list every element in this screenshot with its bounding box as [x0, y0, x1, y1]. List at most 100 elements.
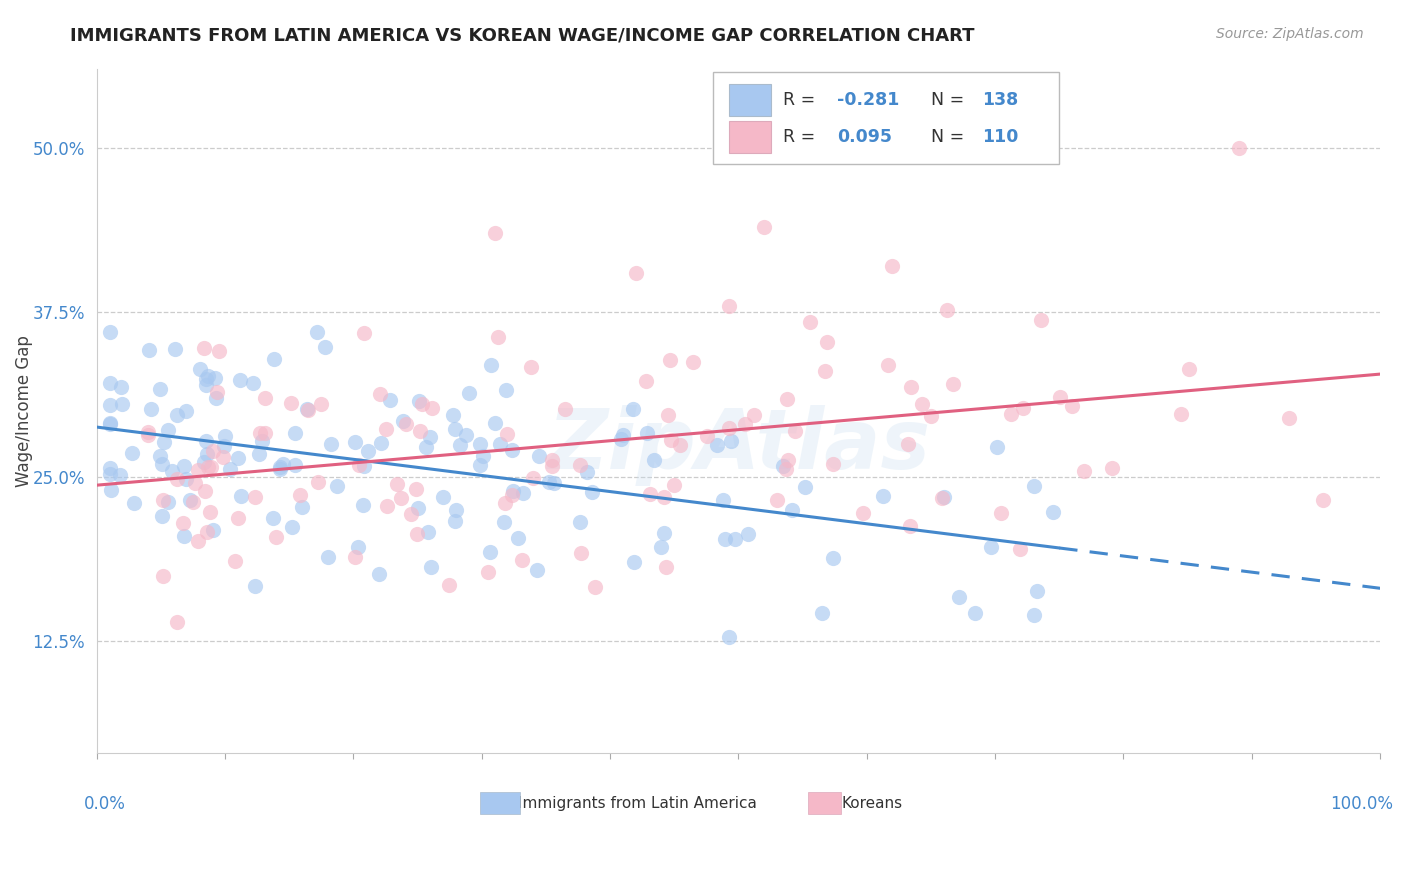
Point — [307, 325, 329, 339]
Point — [411, 397, 433, 411]
Point — [98, 376, 121, 390]
Point — [195, 434, 218, 449]
Point — [201, 523, 224, 537]
Point — [205, 391, 228, 405]
Point — [852, 506, 875, 520]
FancyBboxPatch shape — [807, 792, 841, 814]
Point — [636, 426, 658, 441]
Point — [659, 433, 682, 447]
Point — [799, 315, 821, 329]
Point — [1008, 541, 1031, 556]
Point — [794, 480, 817, 494]
Point — [718, 631, 741, 645]
Point — [624, 266, 647, 280]
Point — [399, 507, 422, 521]
Point — [934, 491, 956, 505]
Point — [682, 355, 704, 369]
Point — [872, 489, 894, 503]
Point — [778, 453, 800, 467]
Point — [638, 487, 661, 501]
Point — [295, 402, 318, 417]
Point — [150, 457, 173, 471]
Point — [1042, 505, 1064, 519]
Point — [484, 226, 506, 240]
Point — [575, 466, 598, 480]
Point — [776, 392, 799, 406]
Point — [529, 449, 551, 463]
Point — [441, 408, 464, 422]
Point — [898, 519, 921, 533]
Point — [98, 325, 121, 339]
Point — [713, 533, 735, 547]
Text: 100.0%: 100.0% — [1330, 795, 1393, 813]
Point — [581, 485, 603, 500]
Point — [204, 371, 226, 385]
Text: 138: 138 — [983, 91, 1018, 109]
Point — [172, 516, 194, 530]
Point — [477, 566, 499, 580]
Point — [724, 532, 747, 546]
Point — [1000, 407, 1022, 421]
Point — [242, 376, 264, 391]
Point — [226, 510, 249, 524]
Point — [654, 490, 676, 504]
Point — [419, 430, 441, 444]
Point — [1012, 401, 1035, 416]
Text: -0.281: -0.281 — [837, 91, 900, 109]
Text: IMMIGRANTS FROM LATIN AMERICA VS KOREAN WAGE/INCOME GAP CORRELATION CHART: IMMIGRANTS FROM LATIN AMERICA VS KOREAN … — [70, 27, 974, 45]
Point — [201, 444, 224, 458]
Point — [139, 402, 162, 417]
Point — [212, 450, 235, 465]
Point — [444, 422, 467, 436]
Point — [297, 403, 319, 417]
Point — [193, 342, 215, 356]
Point — [817, 334, 839, 349]
Point — [162, 463, 184, 477]
Point — [486, 329, 509, 343]
Point — [502, 483, 524, 498]
Text: 0.095: 0.095 — [837, 128, 893, 146]
Point — [432, 490, 454, 504]
Point — [357, 443, 380, 458]
Point — [657, 408, 679, 422]
Text: R =: R = — [783, 91, 821, 109]
Point — [291, 500, 314, 515]
Text: Koreans: Koreans — [841, 796, 903, 811]
Point — [347, 458, 370, 473]
Point — [489, 437, 512, 451]
Point — [194, 484, 217, 499]
Point — [610, 432, 633, 446]
Point — [122, 496, 145, 510]
Point — [444, 503, 467, 517]
Point — [931, 491, 953, 506]
Point — [1025, 583, 1047, 598]
Point — [321, 437, 343, 451]
Point — [243, 491, 266, 505]
Point — [263, 351, 285, 366]
Point — [309, 397, 332, 411]
Point — [121, 446, 143, 460]
Point — [484, 416, 506, 430]
Point — [772, 458, 794, 473]
Point — [214, 429, 236, 443]
Point — [108, 468, 131, 483]
Point — [173, 459, 195, 474]
Point — [1277, 410, 1299, 425]
Point — [197, 368, 219, 383]
Point — [470, 458, 492, 472]
Point — [314, 340, 336, 354]
Point — [284, 458, 307, 472]
Point — [652, 526, 675, 541]
Point — [668, 438, 690, 452]
Point — [269, 460, 291, 475]
Point — [406, 500, 429, 515]
Point — [307, 475, 329, 489]
Point — [316, 550, 339, 565]
Point — [990, 506, 1012, 520]
Point — [1178, 362, 1201, 376]
Point — [200, 505, 222, 519]
Point — [252, 434, 274, 448]
Point — [98, 417, 121, 431]
FancyBboxPatch shape — [730, 84, 770, 116]
Point — [353, 326, 375, 341]
